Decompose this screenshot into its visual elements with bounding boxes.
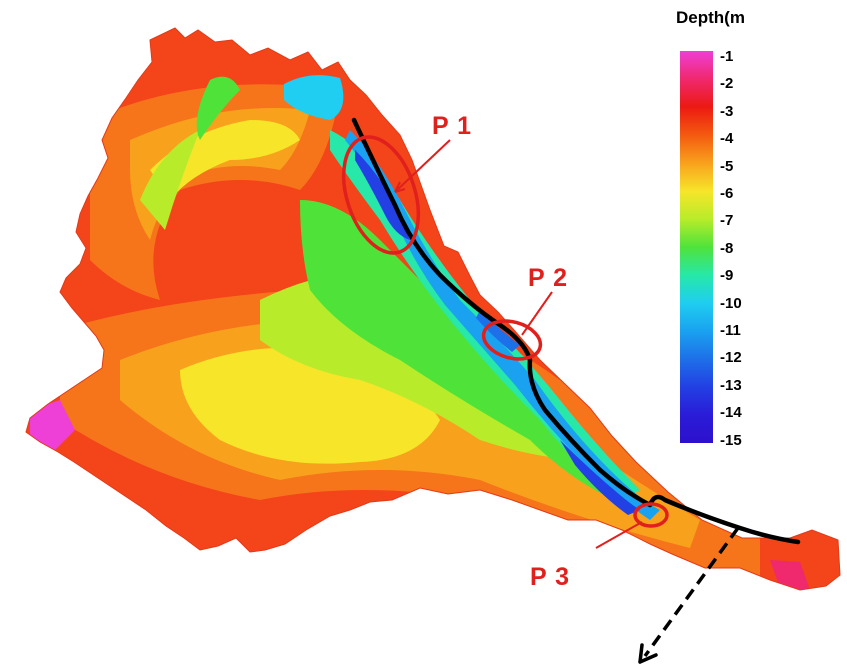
channel-line xyxy=(351,117,801,545)
flow-arrow-line xyxy=(643,526,740,658)
p3-leader-line xyxy=(595,521,643,549)
legend-label: -13 xyxy=(720,376,742,394)
legend-colorbar xyxy=(680,51,713,443)
p3-ellipse xyxy=(633,502,669,528)
p1-label: P 1 xyxy=(432,112,473,140)
flow-arrow-head xyxy=(638,643,658,664)
p1-leader-line xyxy=(394,139,451,193)
legend-label: -11 xyxy=(720,322,741,339)
legend-label: -2 xyxy=(720,75,734,93)
p3-label: P 3 xyxy=(530,563,571,591)
p2-leader-line xyxy=(521,291,553,336)
p1-ellipse xyxy=(341,135,421,255)
p2-label: P 2 xyxy=(528,264,569,292)
legend-label: -3 xyxy=(720,102,734,120)
legend-label: -14 xyxy=(720,404,742,422)
legend-title: Depth(m xyxy=(676,8,745,27)
legend-label: -12 xyxy=(720,349,742,367)
legend-label: -4 xyxy=(720,130,734,148)
legend-label: -9 xyxy=(720,267,734,285)
legend-label: -10 xyxy=(720,294,742,312)
coastline xyxy=(25,27,841,591)
legend-label: -5 xyxy=(720,157,734,175)
legend-label: -8 xyxy=(720,239,734,257)
p1-leader-arrow xyxy=(394,181,406,193)
legend-label: -7 xyxy=(720,212,734,230)
legend-gradient xyxy=(680,51,713,443)
legend-label: -6 xyxy=(720,185,734,202)
legend-label: -1 xyxy=(720,48,734,65)
p2-ellipse xyxy=(481,319,543,361)
legend-label: -15 xyxy=(720,431,742,449)
